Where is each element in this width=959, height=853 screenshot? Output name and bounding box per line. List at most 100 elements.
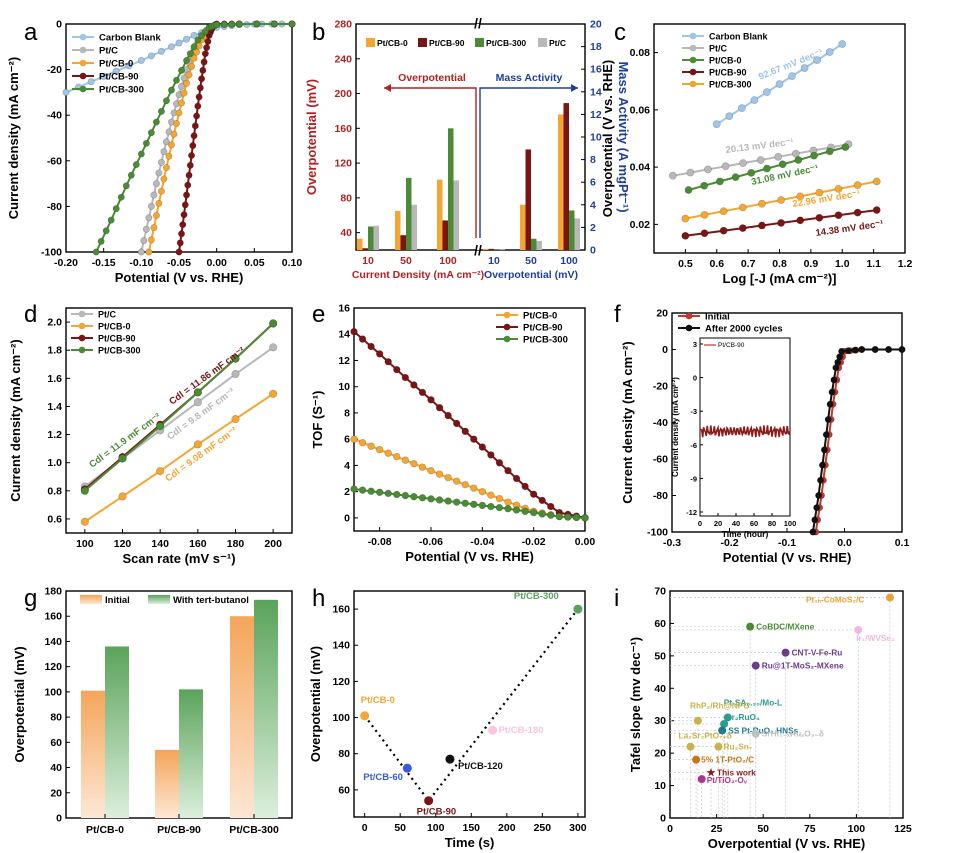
series-pt-cb-300-line [353,488,586,519]
series-pt-cb-0-point [401,456,410,464]
y-tick-label: 120 [332,676,350,688]
series-pt-cb-0-point [190,54,198,62]
bar-right [574,218,580,250]
legend-label: Initial [105,595,130,606]
series-pt-cb-0-point [185,71,193,79]
series-pt-cb-0-point [452,477,461,485]
series-pt-cb-0-point [763,164,771,173]
x-tick-label: 1.0 [835,258,850,270]
series-pt-c-point [668,171,677,180]
series-pt-cb-0-point [825,147,834,156]
series-pt-cb-0-point [478,487,487,496]
legend-marker [689,80,697,88]
y-tick-label: -60 [47,155,62,167]
series-carbon-blank-point [137,56,145,64]
series-pt-cb-0-point [147,236,155,244]
bar-right [499,249,505,251]
series-pt-c-point [193,398,202,407]
x-tick-label: Pt/CB-90 [157,824,201,836]
series-pt-cb-0-point [700,181,709,190]
x-tick-label: 0.9 [804,258,819,270]
bar-right [563,103,569,250]
inset-series-line [699,424,791,438]
x-tick-label: 160 [189,538,207,550]
y-tick-label: 0.02 [630,219,651,231]
y-tick-label: 240 [334,53,352,65]
legend-label: Initial [705,312,730,323]
series-after-2000-cycles-point [817,476,825,484]
legend-marker [79,46,87,54]
legend-label: Pt/CB-300 [98,346,141,356]
bar-right [483,248,489,250]
data-point [692,755,701,764]
y-tick-label: 0 [344,512,350,524]
series-pt-cb-300-point [213,21,221,29]
y-tick-label: 8 [344,407,350,419]
bar [155,749,179,818]
series-pt-cb-0-point [167,141,175,149]
series-pt-cb-300-point [872,177,881,186]
y-tick-label: 180 [44,586,62,598]
series-after-2000-cycles-point [885,345,893,353]
y-tick-label: 40 [340,227,352,239]
series-pt-cb-300-point [198,32,206,40]
series-after-2000-cycles-point [826,400,834,408]
legend-marker [685,324,693,332]
series-carbon-blank-point [825,48,834,56]
series-pt-cb-90-point [478,443,487,451]
y-tick-label: 160 [44,611,62,623]
series-pt-cb-0-point [150,224,158,232]
point-label: CoBDC/MXene [756,622,814,632]
y-tick-label: 1.8 [47,345,62,357]
y-tick-label: 12 [338,355,350,367]
series-after-2000-cycles-point [838,347,846,355]
series-pt-cb-0-point [350,435,358,443]
y2-tick-label: 20 [590,19,602,31]
series-after-2000-cycles-point [818,461,826,469]
series-pt-cb-300-point [547,511,555,519]
series-pt-cb-300-point [253,20,261,28]
y-tick-label: 20 [50,787,62,799]
star-icon: ★ [706,766,717,780]
series-pt-c-point [269,343,278,352]
series-pt-cb-300-point [777,196,785,204]
series-pt-c-point [231,369,240,379]
y-tick-label: 120 [44,661,62,673]
point-label: Pt/CB-0 [361,695,395,706]
legend-patch [418,38,427,47]
y-tick-label: -40 [653,417,668,429]
series-pt-c-point [791,149,800,158]
series-pt-cb-300-point [478,501,487,510]
series-pt-c-point [157,158,165,166]
series-pt-cb-300-point [758,199,766,208]
plot-frame [353,307,586,532]
plot-frame [355,23,586,251]
y-tick-label: 1.0 [47,457,62,469]
data-point [686,742,695,751]
x-tick-label: 300 [569,822,587,834]
series-pt-cb-90-point [418,388,427,397]
y-tick-label: 10 [654,780,666,792]
legend-patch [538,38,547,47]
bar-left [437,179,443,250]
series-pt-cb-300-point [410,492,418,501]
data-point [751,661,760,670]
legend-marker [503,323,511,331]
legend-marker [79,85,87,93]
series-pt-cb-300-point [132,161,140,169]
x-tick-label: 0.00 [575,536,596,548]
data-point [402,763,412,773]
series-pt-cb-90-point [504,466,512,475]
legend-label: Pt/C [549,38,566,48]
y-tick-label: -40 [47,110,62,122]
arrow-overpotential [384,87,477,238]
series-pt-cb-90-point [175,248,183,256]
y-tick-label: 0.6 [47,513,62,525]
series-pt-c-line [140,23,292,253]
y-tick-label: 10 [338,381,350,393]
x-tick-label: -0.1 [778,537,796,549]
series-carbon-blank-point [125,62,133,70]
panel-label: g [24,585,37,612]
series-pt-c-point [150,191,158,199]
series-pt-cb-0-point [231,414,240,424]
